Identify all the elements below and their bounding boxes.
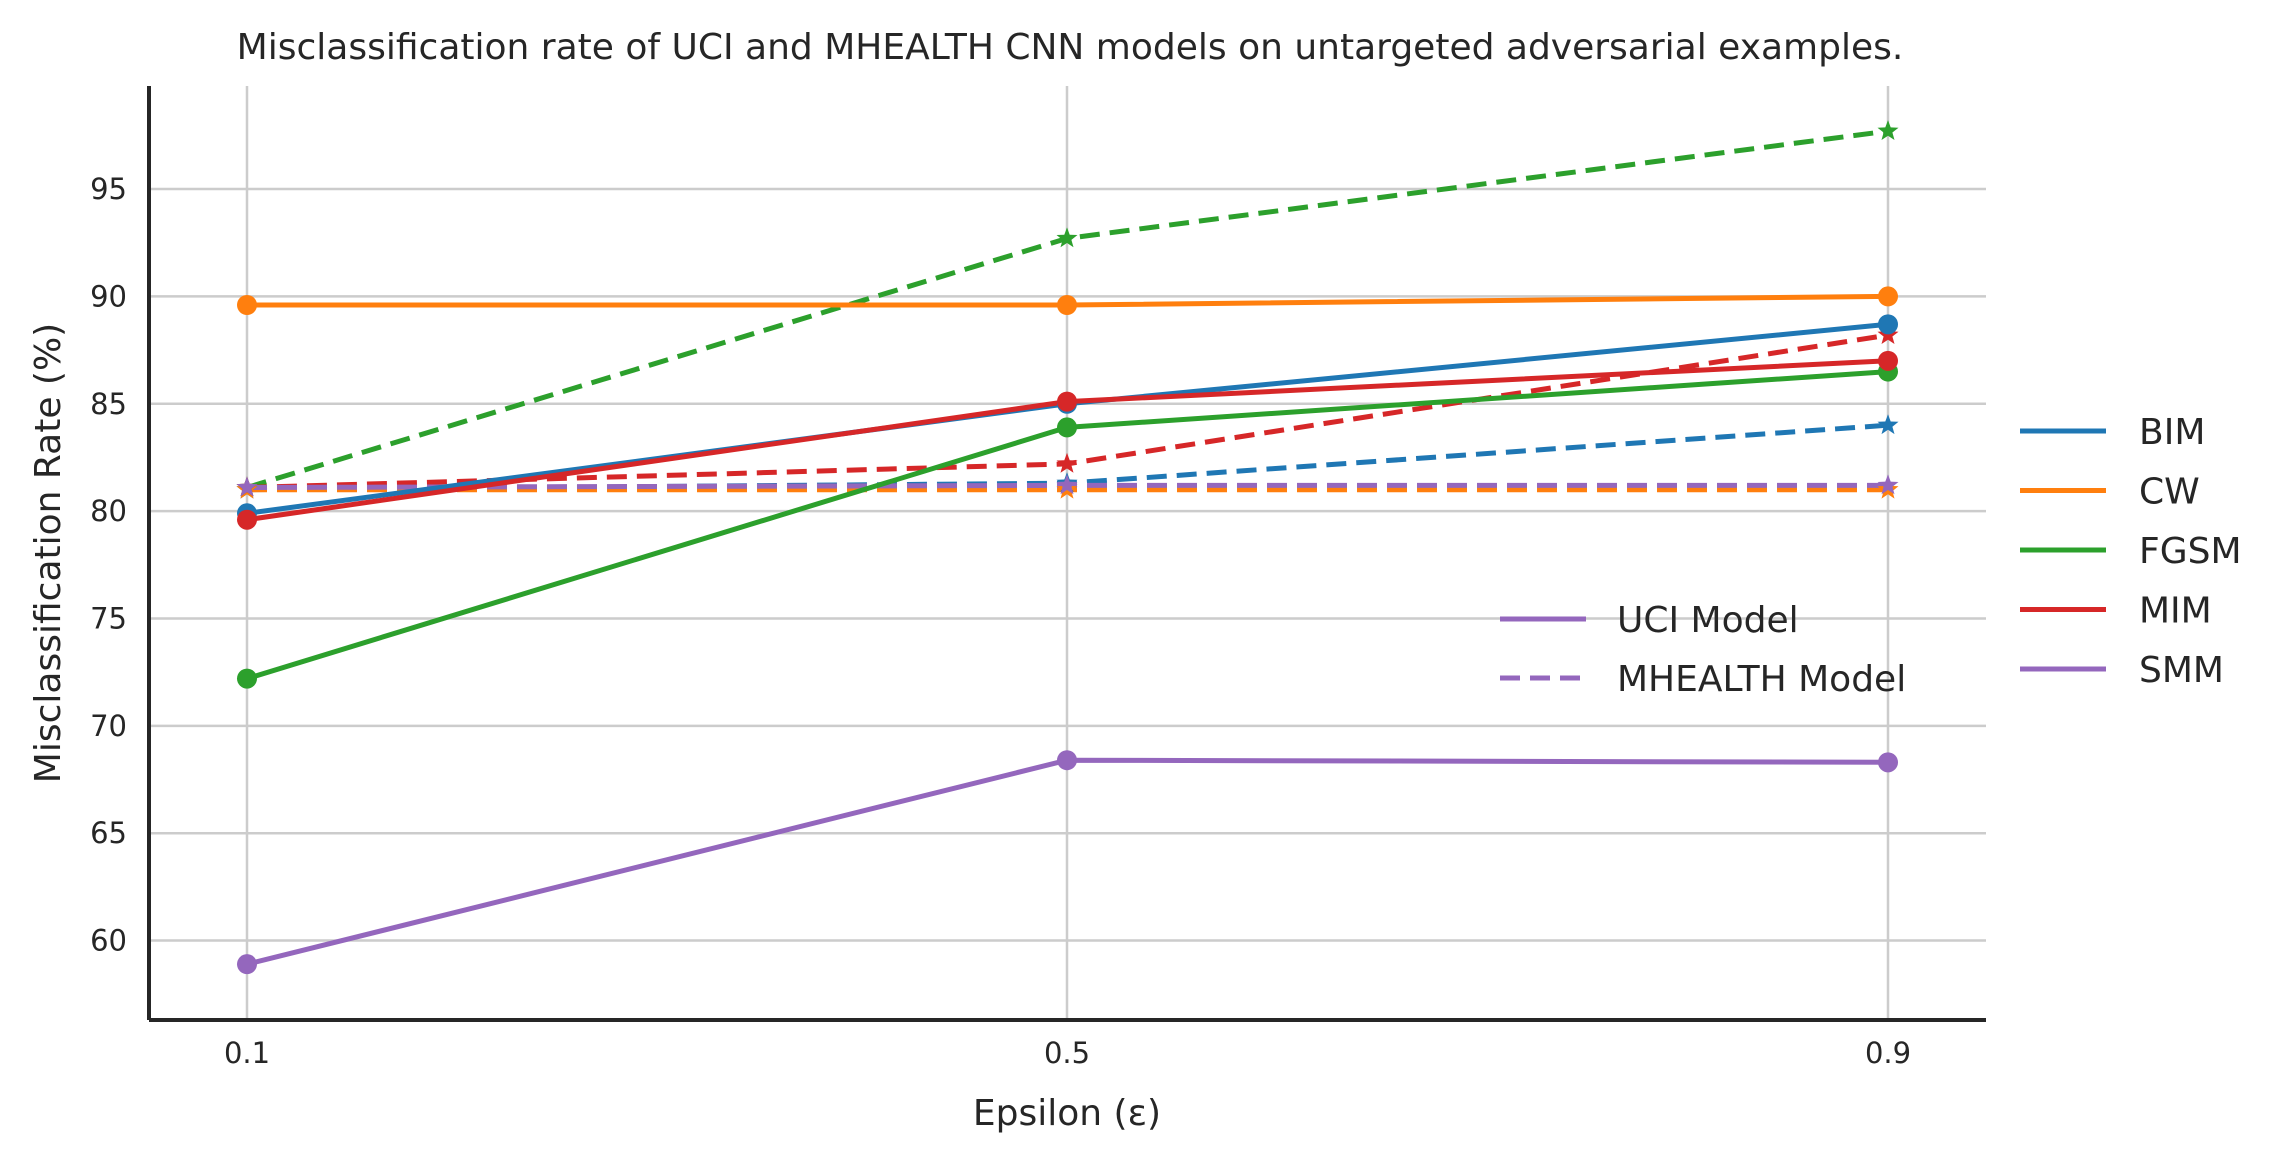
data-point-smm-uci	[1878, 752, 1898, 773]
data-point-bim-mhealth	[1877, 414, 1899, 435]
legend-models: UCI Model MHEALTH Model	[1500, 600, 1906, 700]
data-point-mim-uci	[237, 509, 257, 530]
data-point-cw-uci	[237, 295, 257, 316]
legend-label-mim: MIM	[2139, 591, 2212, 632]
data-point-smm-mhealth	[1056, 474, 1078, 495]
y-tick-label: 65	[90, 816, 127, 850]
y-tick-label: 95	[90, 172, 127, 206]
legend-label-fgsm: FGSM	[2139, 531, 2242, 572]
legend-label-model: MHEALTH Model	[1617, 659, 1906, 700]
data-point-fgsm-mhealth	[1056, 227, 1078, 248]
data-point-smm-mhealth	[236, 476, 258, 497]
data-point-smm-uci	[1057, 750, 1077, 771]
data-point-fgsm-mhealth	[1877, 120, 1899, 140]
data-point-bim-uci	[1878, 314, 1898, 335]
legend-label-model: UCI Model	[1617, 600, 1799, 641]
y-axis-label: Misclassification Rate (%)	[28, 323, 69, 783]
legend-label-cw: CW	[2139, 472, 2200, 513]
y-tick-label: 85	[90, 387, 127, 421]
data-point-cw-uci	[1057, 295, 1077, 316]
data-point-mim-mhealth	[1056, 452, 1078, 473]
legend-label-smm: SMM	[2139, 650, 2224, 691]
y-tick-label: 80	[90, 494, 127, 528]
y-tick-label: 90	[90, 279, 127, 313]
data-point-mim-uci	[1057, 391, 1077, 412]
chart-title: Misclassification rate of UCI and MHEALT…	[237, 27, 1904, 68]
legend-label-bim: BIM	[2139, 412, 2205, 453]
grid	[149, 86, 1986, 1020]
data-point-smm-uci	[237, 954, 257, 975]
data-point-fgsm-uci	[237, 668, 257, 689]
x-tick-label: 0.5	[1044, 1036, 1090, 1070]
y-tick-label: 70	[90, 709, 127, 743]
data-point-fgsm-uci	[1057, 417, 1077, 438]
x-tick-label: 0.9	[1865, 1036, 1911, 1070]
data-point-smm-mhealth	[1877, 474, 1899, 495]
y-tick-label: 60	[90, 924, 127, 958]
x-ticks: 0.1 0.5 0.9	[224, 1036, 1911, 1070]
marker-layer	[236, 120, 1899, 975]
data-point-cw-uci	[1878, 286, 1898, 307]
data-point-mim-uci	[1878, 350, 1898, 371]
x-axis-label: Epsilon (ε)	[973, 1093, 1161, 1134]
y-ticks: 60 65 70 75 80 85 90 95	[90, 172, 127, 957]
x-tick-label: 0.1	[224, 1036, 270, 1070]
y-tick-label: 75	[90, 601, 127, 635]
legend-attacks: BIM CW FGSM MIM SMM	[2020, 412, 2242, 691]
